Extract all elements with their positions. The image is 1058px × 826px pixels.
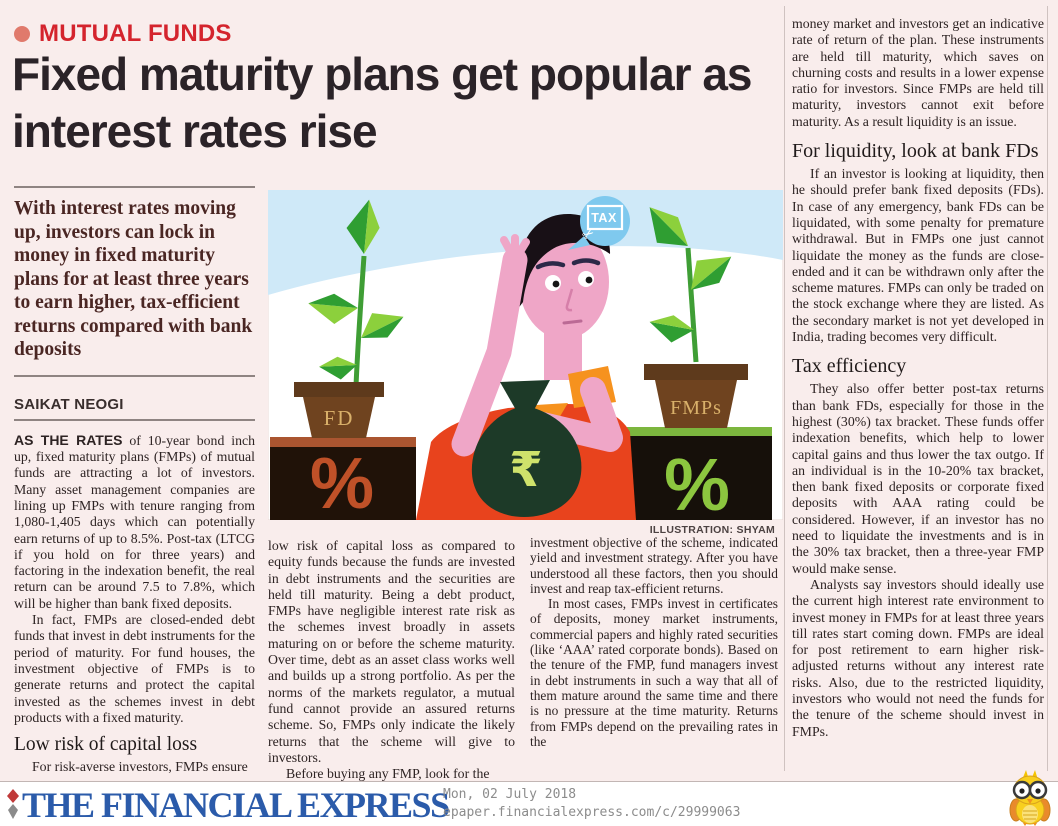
byline: SAIKAT NEOGI bbox=[14, 396, 255, 421]
body-text-block: AS THE RATES of 10-year bond inch up, fi… bbox=[14, 432, 255, 776]
paragraph: Analysts say investors should ideally us… bbox=[792, 576, 1044, 739]
fmps-pot: FMPs bbox=[644, 364, 748, 428]
paragraph: investment objective of the scheme, indi… bbox=[530, 535, 778, 596]
paragraph: In most cases, FMPs invest in certificat… bbox=[530, 596, 778, 749]
tax-label: TAX bbox=[591, 211, 617, 225]
column-divider bbox=[784, 6, 785, 771]
fmps-pedestal: % bbox=[622, 427, 772, 520]
paragraph: money market and investors get an indica… bbox=[792, 16, 1044, 129]
subheading-tax-efficiency: Tax efficiency bbox=[792, 355, 907, 378]
fmps-plant bbox=[649, 207, 732, 363]
fmps-pot-label: FMPs bbox=[670, 397, 722, 419]
edition-date: Mon, 02 July 2018 bbox=[443, 787, 577, 802]
paragraph: For risk-averse investors, FMPs ensure bbox=[32, 759, 248, 775]
epaper-url: epaper.financialexpress.com/c/29999063 bbox=[443, 805, 741, 820]
page-edge-divider bbox=[1047, 6, 1048, 771]
masthead-title: THE FINANCIAL EXPRESS bbox=[22, 785, 450, 825]
fd-pot: FD bbox=[294, 382, 384, 438]
fmps-percent-symbol: % bbox=[664, 443, 730, 520]
subheading-low-risk: Low risk of capital loss bbox=[14, 734, 198, 756]
article-column-1: With interest rates moving up, investors… bbox=[14, 186, 255, 775]
owl-mascot-icon bbox=[1009, 770, 1051, 826]
paragraph: If an investor is looking at liquidity, … bbox=[792, 166, 1044, 345]
rupee-symbol: ₹ bbox=[509, 442, 542, 498]
bullet-dot-icon bbox=[14, 26, 30, 42]
man-figure: ₹ bbox=[416, 214, 636, 520]
article-headline: Fixed maturity plans get popular as inte… bbox=[12, 48, 753, 157]
article-column-2: low risk of capital loss as compared to … bbox=[268, 538, 515, 782]
paragraph-text: of 10-year bond inch up, fixed maturity … bbox=[14, 432, 255, 611]
tax-bubble: TAX ✂ bbox=[568, 196, 630, 250]
article-column-4: money market and investors get an indica… bbox=[792, 16, 1044, 740]
fd-plant bbox=[308, 199, 404, 387]
money-bag bbox=[471, 408, 582, 517]
fe-logo-mark-icon bbox=[7, 789, 19, 819]
money-bag-knot bbox=[500, 380, 550, 410]
paragraph: AS THE RATES of 10-year bond inch up, fi… bbox=[14, 432, 255, 612]
section-kicker: MUTUAL FUNDS bbox=[14, 20, 232, 48]
fd-pedestal: % bbox=[270, 437, 416, 520]
fd-pot-label: FD bbox=[324, 406, 355, 430]
article-column-3: investment objective of the scheme, indi… bbox=[530, 535, 778, 749]
article-illustration: % FD % FMPs bbox=[268, 190, 783, 520]
paragraph: low risk of capital loss as compared to … bbox=[268, 538, 515, 765]
raised-arm bbox=[451, 247, 528, 457]
subheading-liquidity: For liquidity, look at bank FDs bbox=[792, 140, 1039, 163]
section-label: MUTUAL FUNDS bbox=[39, 20, 232, 47]
epaper-footer: THE FINANCIAL EXPRESS Mon, 02 July 2018 … bbox=[0, 770, 1058, 826]
lead-in-text: AS THE RATES bbox=[14, 431, 123, 448]
paragraph: Before buying any FMP, look for the bbox=[286, 766, 490, 782]
paragraph: In fact, FMPs are closed-ended debt fund… bbox=[14, 612, 255, 725]
illustration-credit: ILLUSTRATION: SHYAM bbox=[649, 524, 775, 536]
footer-meta: Mon, 02 July 2018 epaper.financialexpres… bbox=[443, 786, 740, 822]
standfirst: With interest rates moving up, investors… bbox=[14, 186, 255, 377]
fd-percent-symbol: % bbox=[310, 444, 374, 520]
paragraph: They also offer better post-tax returns … bbox=[792, 381, 1044, 576]
